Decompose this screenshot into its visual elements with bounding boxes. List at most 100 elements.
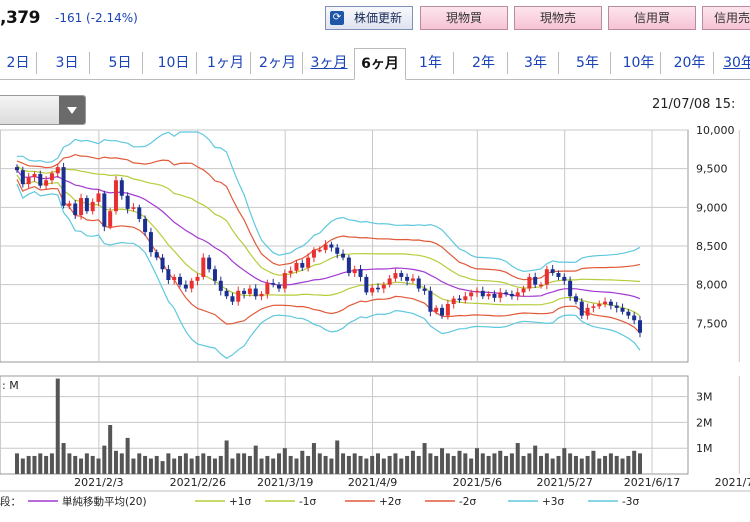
volume-bar	[463, 453, 468, 474]
volume-bar	[44, 455, 49, 474]
candle-body	[67, 203, 72, 206]
spot-sell-button[interactable]: 現物売	[514, 6, 602, 30]
volume-bar	[405, 455, 410, 474]
volume-bar	[55, 378, 60, 474]
spot-buy-button[interactable]: 現物買	[420, 6, 508, 30]
volume-bar	[550, 458, 555, 474]
x-tick-label: 2021/2/26	[170, 476, 226, 489]
tab-5-years[interactable]: 5年	[565, 52, 611, 74]
volume-bar	[259, 458, 264, 474]
chart-timestamp: 21/07/08 15:	[652, 97, 736, 112]
candle-body	[259, 293, 264, 297]
candle-body	[84, 198, 89, 212]
indicator-select[interactable]	[0, 95, 86, 125]
candle-body	[341, 253, 346, 258]
candle-body	[620, 307, 625, 312]
tab-30-years[interactable]: 30年	[723, 55, 750, 71]
volume-bar	[498, 450, 503, 474]
volume-bar	[125, 437, 130, 474]
tab-3-days[interactable]: 3日	[45, 52, 90, 74]
chevron-down-icon[interactable]	[59, 96, 85, 124]
candle-body	[509, 293, 514, 297]
candle-body	[137, 207, 142, 219]
legend-label: +3σ	[542, 496, 564, 508]
volume-bar	[451, 455, 456, 474]
tab-6-months[interactable]: 6ヶ月	[354, 48, 406, 80]
volume-bar	[201, 453, 206, 474]
candle-body	[399, 273, 404, 277]
tab-5-days[interactable]: 5日	[98, 52, 143, 74]
margin-sell-button[interactable]: 信用売	[702, 6, 750, 30]
candle-body	[480, 290, 485, 297]
minus-1-sigma-line	[16, 174, 641, 317]
candle-body	[568, 280, 573, 297]
volume-bar	[300, 450, 305, 474]
volume-bar	[224, 440, 229, 474]
volume-bar	[329, 458, 334, 474]
volume-bar	[49, 453, 54, 474]
tab-3-months[interactable]: 3ヶ月	[310, 55, 348, 71]
candle-body	[108, 211, 113, 227]
legend-label: +1σ	[229, 496, 251, 508]
period-tab-bar: 2日 3日 5日 10日 1ヶ月 2ヶ月 3ヶ月 6ヶ月 1年 2年 3年 5年…	[0, 44, 750, 80]
refresh-price-button[interactable]: ⟳ 株価更新	[325, 6, 413, 30]
volume-bar	[166, 453, 171, 474]
volume-bar	[143, 455, 148, 474]
volume-bar	[521, 455, 526, 474]
tab-20-years[interactable]: 20年	[666, 52, 714, 74]
candle-body	[585, 307, 590, 316]
tab-2-years[interactable]: 2年	[460, 52, 508, 74]
candle-body	[457, 298, 462, 301]
candle-body	[15, 167, 19, 171]
volume-bar	[469, 458, 474, 474]
volume-tick-label: 1M	[696, 442, 713, 455]
x-tick-label: 2021/5/6	[453, 476, 502, 489]
volume-bar	[614, 455, 619, 474]
candle-body	[154, 252, 159, 258]
candle-body	[346, 257, 351, 274]
candle-body	[148, 232, 153, 253]
volume-bar	[638, 453, 642, 474]
candle-body	[387, 278, 392, 285]
volume-bar	[539, 455, 544, 474]
tab-1-month[interactable]: 1ヶ月	[201, 52, 251, 74]
candle-body	[224, 290, 229, 297]
volume-bar	[154, 455, 159, 474]
volume-bar	[247, 455, 252, 474]
candle-body	[498, 292, 503, 298]
tab-2-days[interactable]: 2日	[0, 52, 37, 74]
volume-bar	[556, 455, 561, 474]
candle-body	[428, 290, 433, 312]
tab-2-months[interactable]: 2ヶ月	[253, 52, 303, 74]
candle-body	[236, 290, 241, 302]
legend-label: -3σ	[622, 496, 639, 508]
tab-10-days[interactable]: 10日	[151, 52, 197, 74]
volume-bar	[195, 455, 200, 474]
volume-bar	[445, 453, 450, 474]
volume-bar	[288, 455, 293, 474]
volume-bar	[131, 458, 136, 474]
margin-buy-button[interactable]: 信用買	[608, 6, 696, 30]
candle-body	[603, 301, 608, 304]
candle-body	[20, 170, 25, 185]
candle-body	[195, 276, 200, 281]
chart-legend: 段： 単純移動平均(20) +1σ -1σ +2σ -2σ +3σ -3σ	[0, 490, 750, 508]
candle-body	[247, 288, 252, 294]
volume-bar	[375, 453, 380, 474]
legend-prefix: 段：	[0, 495, 21, 508]
volume-bar	[96, 458, 101, 474]
y-tick-label: 7,500	[696, 317, 728, 330]
volume-bar	[67, 453, 72, 474]
volume-bar	[620, 458, 625, 474]
tab-10-years[interactable]: 10年	[617, 52, 661, 74]
volume-bar	[608, 453, 613, 474]
candle-body	[294, 263, 299, 271]
candle-body	[562, 276, 567, 281]
x-tick-label: 2021/4/9	[348, 476, 397, 489]
volume-bar	[172, 458, 177, 474]
tab-3-years[interactable]: 3年	[513, 52, 559, 74]
volume-bar	[399, 458, 404, 474]
x-tick-label: 2021/2/3	[74, 476, 123, 489]
tab-1-year[interactable]: 1年	[408, 52, 454, 74]
